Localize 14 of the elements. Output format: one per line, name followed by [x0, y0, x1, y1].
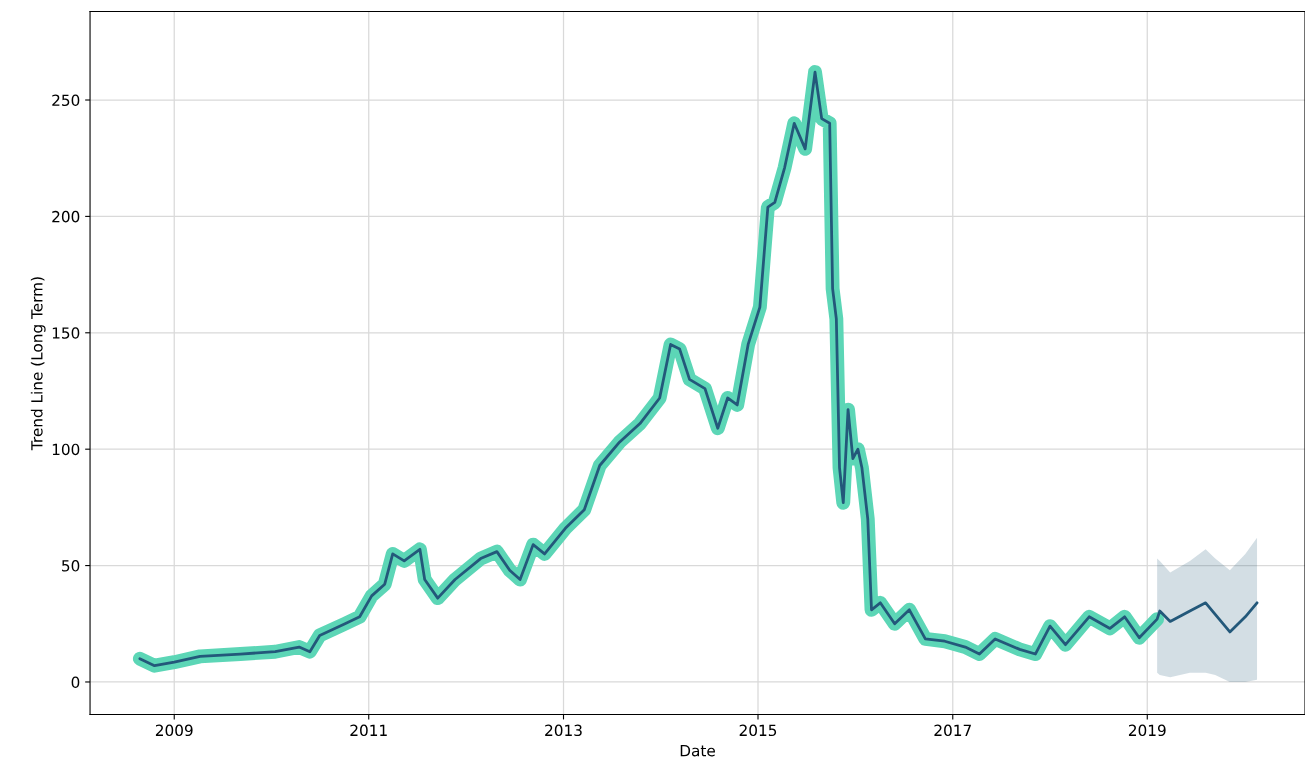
x-tick-label: 2015: [739, 724, 777, 737]
y-tick-label: 200: [52, 210, 80, 223]
y-axis-title: Trend Line (Long Term): [30, 277, 46, 451]
y-tick-label: 150: [52, 327, 80, 339]
x-tick-label: 2013: [545, 724, 582, 737]
x-tick-label: 2019: [1128, 724, 1166, 737]
x-tick-label: 2011: [350, 724, 387, 737]
y-tick-label: 100: [52, 443, 80, 456]
x-axis-title: Date: [680, 745, 715, 757]
x-tick-label: 2017: [934, 724, 971, 737]
x-tick-label: 2009: [155, 724, 193, 737]
y-tick-label: 50: [62, 560, 80, 572]
y-tick-label: 0: [71, 676, 80, 688]
y-tick-label: 250: [52, 94, 80, 107]
